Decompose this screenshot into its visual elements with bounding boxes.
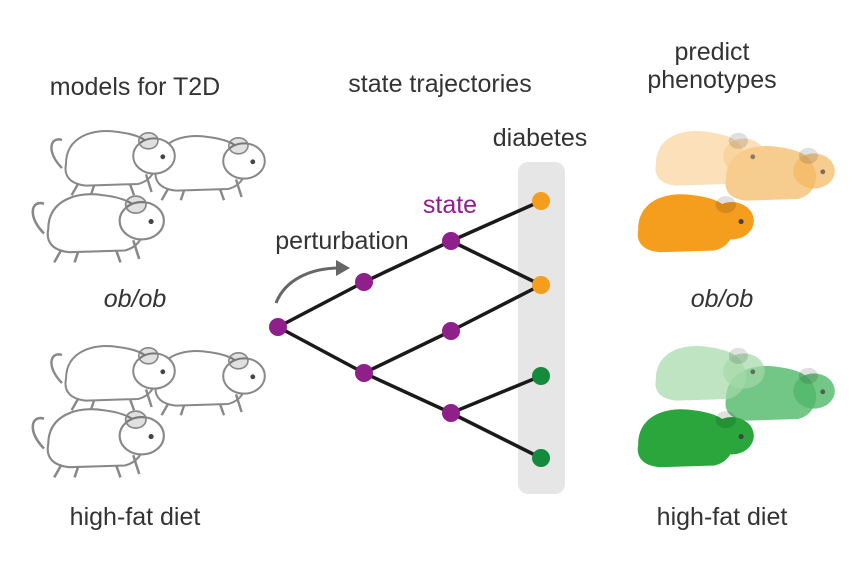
outcome-label: diabetes (493, 124, 588, 152)
outcome-band (518, 162, 565, 494)
arrowhead (336, 260, 350, 276)
state-label: state (423, 191, 477, 219)
left-title: models for T2D (50, 73, 220, 101)
perturbation-label: perturbation (275, 227, 408, 255)
state-nodes (269, 232, 460, 422)
model-label: high-fat diet (70, 503, 201, 531)
middle-title: state trajectories (348, 70, 531, 98)
right-title-line: predict (674, 38, 749, 66)
model-label: ob/ob (104, 285, 167, 313)
outcome-nodes (532, 192, 550, 467)
phenotype-label: high-fat diet (657, 503, 788, 531)
edges (277, 199, 542, 460)
arrow (274, 266, 341, 304)
phenotype-label: ob/ob (691, 285, 754, 313)
right-title-line: phenotypes (647, 66, 776, 94)
